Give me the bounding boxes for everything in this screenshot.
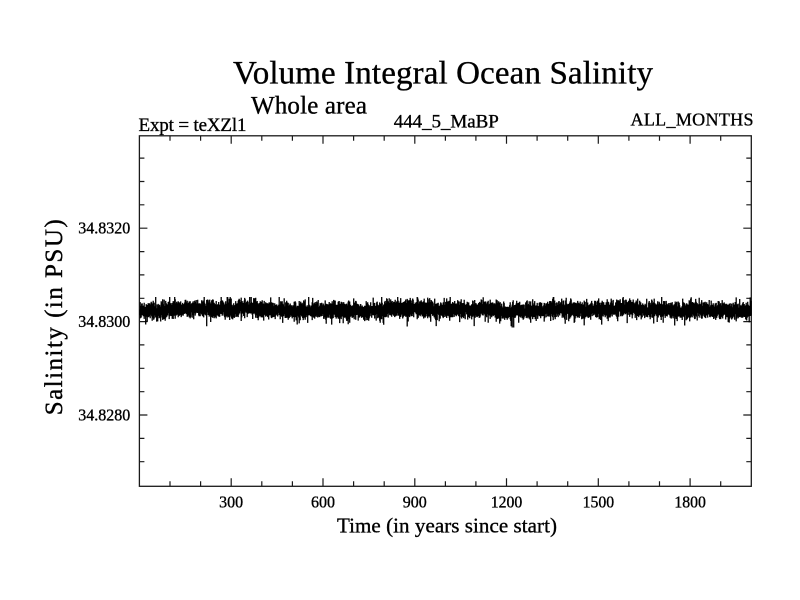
svg-text:34.8300: 34.8300: [78, 312, 130, 331]
svg-text:1500: 1500: [583, 493, 615, 512]
svg-text:444_5_MaBP: 444_5_MaBP: [394, 112, 499, 133]
svg-text:34.8280: 34.8280: [78, 405, 130, 424]
svg-text:Whole area: Whole area: [251, 93, 367, 120]
svg-text:ALL_MONTHS: ALL_MONTHS: [631, 110, 754, 130]
svg-text:Volume Integral Ocean Salinity: Volume Integral Ocean Salinity: [233, 56, 654, 92]
svg-text:Salinity (in PSU): Salinity (in PSU): [41, 219, 68, 415]
svg-text:34.8320: 34.8320: [78, 219, 130, 238]
svg-text:1200: 1200: [491, 493, 523, 512]
svg-text:Time (in years since start): Time (in years since start): [337, 513, 557, 537]
svg-text:900: 900: [403, 493, 427, 512]
svg-text:1800: 1800: [674, 493, 706, 512]
svg-text:600: 600: [311, 493, 335, 512]
svg-text:300: 300: [219, 493, 243, 512]
svg-text:Expt = teXZl1: Expt = teXZl1: [139, 115, 247, 136]
